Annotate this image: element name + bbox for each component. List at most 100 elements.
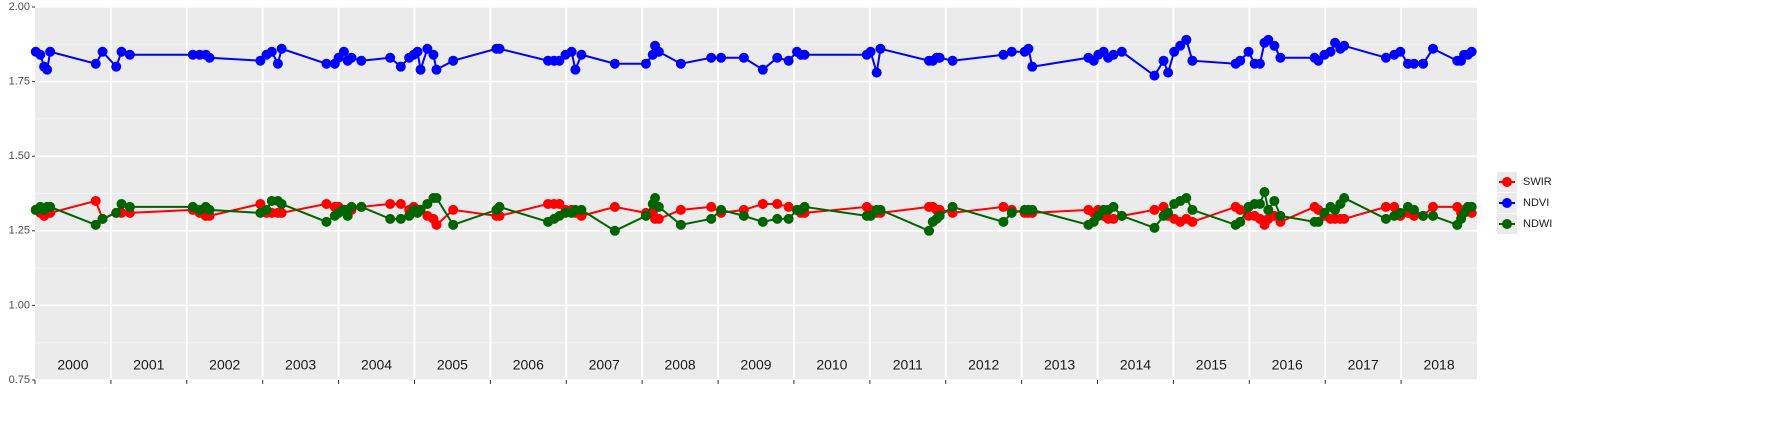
data-point [1380, 213, 1391, 224]
data-point [448, 55, 459, 66]
data-point [1116, 210, 1127, 221]
x-tick-label: 2013 [1044, 357, 1075, 373]
data-point [772, 52, 783, 63]
data-point [1254, 198, 1265, 209]
data-point [1149, 70, 1160, 81]
x-tick-label: 2012 [968, 357, 999, 373]
data-point [415, 64, 426, 75]
data-point [924, 225, 935, 236]
data-point [1187, 55, 1198, 66]
data-point [1418, 210, 1429, 221]
data-point [1395, 207, 1406, 218]
data-point [706, 213, 717, 224]
data-point [321, 198, 332, 209]
data-point [97, 46, 108, 57]
data-point [947, 201, 958, 212]
data-point [1427, 43, 1438, 54]
data-point [772, 213, 783, 224]
data-point [1380, 201, 1391, 212]
data-point [412, 46, 423, 57]
data-point [706, 201, 717, 212]
data-point [1108, 201, 1119, 212]
x-tick-label: 2000 [57, 357, 88, 373]
data-point [865, 46, 876, 57]
data-point [266, 46, 277, 57]
data-point [706, 52, 717, 63]
x-tick-label: 2015 [1196, 357, 1227, 373]
data-point [783, 55, 794, 66]
data-point [1339, 192, 1350, 203]
data-point [1313, 216, 1324, 227]
data-point [395, 213, 406, 224]
data-point [124, 201, 135, 212]
data-point [428, 49, 439, 60]
data-point [1158, 55, 1169, 66]
data-point [738, 210, 749, 221]
data-point [1187, 204, 1198, 215]
data-point [187, 49, 198, 60]
x-tick-label: 2011 [893, 357, 923, 373]
data-point [871, 67, 882, 78]
x-tick-label: 2010 [816, 357, 847, 373]
data-point [757, 216, 768, 227]
data-point [1339, 213, 1350, 224]
data-point [653, 46, 664, 57]
data-point [570, 64, 581, 75]
x-tick-label: 2002 [209, 357, 240, 373]
data-point [1259, 187, 1270, 198]
x-tick-label: 2004 [361, 357, 392, 373]
data-point [1116, 46, 1127, 57]
data-point [395, 61, 406, 72]
data-point [204, 52, 215, 63]
x-tick-label: 2001 [133, 357, 164, 373]
data-point [1418, 58, 1429, 69]
data-point [1108, 49, 1119, 60]
data-point [609, 225, 620, 236]
data-point [738, 52, 749, 63]
data-point [640, 58, 651, 69]
data-point [346, 201, 357, 212]
data-point [609, 58, 620, 69]
data-point [1023, 43, 1034, 54]
data-point [757, 64, 768, 75]
data-point [1395, 46, 1406, 57]
data-point [1235, 55, 1246, 66]
data-point [204, 204, 215, 215]
data-point [1325, 46, 1336, 57]
series [30, 187, 1477, 236]
data-point [799, 201, 810, 212]
data-point [1427, 210, 1438, 221]
data-point [111, 207, 122, 218]
y-tick-label: 1.00 [9, 299, 30, 311]
x-tick-label: 2003 [285, 357, 316, 373]
legend-label: NDWI [1523, 218, 1552, 230]
x-tick-label: 2006 [513, 357, 544, 373]
data-point [35, 49, 46, 60]
x-tick-label: 2016 [1272, 357, 1303, 373]
data-point [1187, 216, 1198, 227]
data-point [415, 204, 426, 215]
data-point [653, 201, 664, 212]
data-point [1235, 204, 1246, 215]
data-point [431, 219, 442, 230]
data-point [45, 201, 56, 212]
data-point [1466, 201, 1477, 212]
data-point [1163, 207, 1174, 218]
data-point [650, 192, 661, 203]
x-tick-label: 2009 [740, 357, 771, 373]
data-point [1108, 213, 1119, 224]
data-point [675, 219, 686, 230]
data-point [431, 64, 442, 75]
data-point [356, 201, 367, 212]
data-point [1380, 52, 1391, 63]
data-point [1006, 207, 1017, 218]
data-point [1006, 46, 1017, 57]
data-point [1409, 204, 1420, 215]
data-point [276, 198, 287, 209]
data-point [576, 49, 587, 60]
y-tick-label: 1.25 [9, 225, 30, 237]
legend-point [1502, 198, 1512, 208]
data-point [1149, 222, 1160, 233]
data-point [116, 46, 127, 57]
